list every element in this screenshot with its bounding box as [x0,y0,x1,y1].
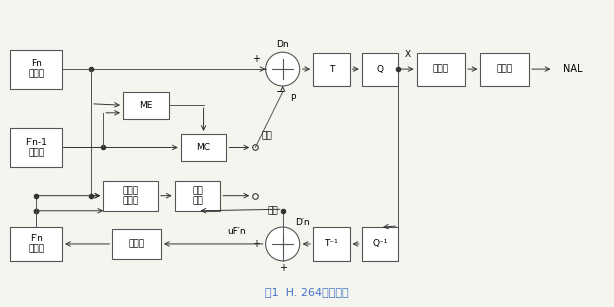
Bar [10,49,62,89]
Text: −: − [276,87,286,97]
Bar [362,52,398,86]
Text: F′n
重建帧: F′n 重建帧 [28,234,44,254]
Text: 熵编码: 熵编码 [497,64,513,74]
Text: +: + [279,263,287,273]
Bar [362,227,398,261]
Bar [480,52,529,86]
Text: MC: MC [196,143,211,152]
Text: 帧内: 帧内 [268,206,278,215]
Text: F′n-1
参考帧: F′n-1 参考帧 [25,138,47,157]
Text: +: + [252,54,260,64]
Text: 滤波器: 滤波器 [128,239,145,248]
Text: 帧内
预测: 帧内 预测 [192,186,203,205]
Bar [10,227,62,261]
Text: Q⁻¹: Q⁻¹ [372,239,387,248]
Text: Q: Q [376,64,384,74]
Text: X: X [405,49,410,59]
Bar [313,227,349,261]
Text: 重排序: 重排序 [433,64,449,74]
Text: NAL: NAL [562,64,582,74]
Text: 图1  H. 264编码流程: 图1 H. 264编码流程 [265,287,349,297]
Bar [123,92,169,119]
Text: +: + [252,239,260,249]
Bar [112,229,161,259]
Bar [181,134,227,161]
Bar [313,52,349,86]
Text: Dn: Dn [276,40,289,49]
Ellipse shape [266,227,300,261]
Ellipse shape [266,52,300,86]
Text: 帧间: 帧间 [262,131,272,140]
Text: ME: ME [139,101,152,110]
Text: P: P [290,94,295,103]
Bar [416,52,465,86]
Text: uF′n: uF′n [228,227,246,236]
Bar [103,181,158,211]
Text: T: T [328,64,334,74]
Text: D′n: D′n [295,218,309,227]
Text: 选择帧
内预测: 选择帧 内预测 [122,186,139,205]
Bar [174,181,220,211]
Bar [10,128,62,167]
Text: Fn
当前帧: Fn 当前帧 [28,59,44,79]
Text: T⁻¹: T⁻¹ [324,239,338,248]
